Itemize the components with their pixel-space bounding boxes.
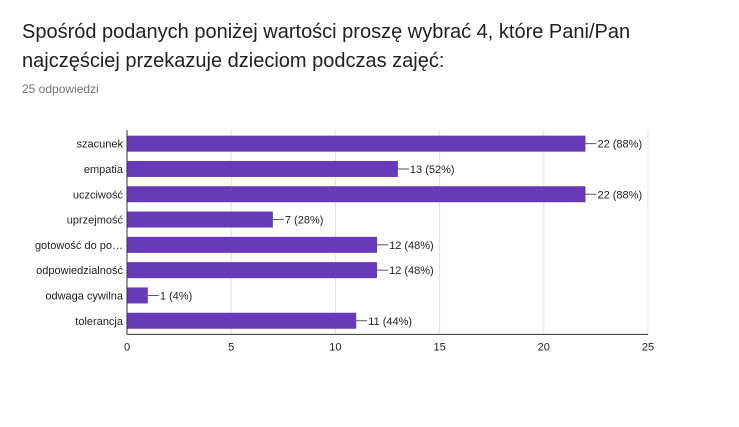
- category-label: empatia: [84, 164, 124, 176]
- category-label: tolerancja: [75, 316, 124, 328]
- question-title: Spośród podanych poniżej wartości proszę…: [22, 21, 631, 72]
- bar: [127, 312, 357, 329]
- data-label: 12 (48%): [389, 240, 434, 252]
- x-tick-label: 20: [538, 341, 550, 353]
- data-label: 1 (4%): [160, 290, 192, 302]
- category-label: uczciwość: [73, 189, 124, 201]
- data-label: 22 (88%): [597, 189, 642, 201]
- bar: [127, 211, 273, 228]
- category-label: uprzejmość: [67, 215, 124, 227]
- data-label: 12 (48%): [389, 265, 434, 277]
- data-label: 22 (88%): [597, 139, 642, 151]
- bar: [127, 262, 378, 279]
- x-tick-label: 15: [433, 341, 445, 353]
- category-label: odpowiedzialność: [36, 265, 123, 277]
- bar: [127, 287, 148, 304]
- x-tick-label: 0: [124, 341, 130, 353]
- bar: [127, 186, 586, 203]
- category-label: gotowość do po…: [35, 240, 123, 252]
- bar: [127, 236, 378, 253]
- x-tick-label: 5: [228, 341, 234, 353]
- x-tick-label: 25: [642, 341, 654, 353]
- data-label: 7 (28%): [285, 215, 324, 227]
- category-label: odwaga cywilna: [45, 290, 124, 302]
- data-label: 11 (44%): [368, 316, 412, 328]
- bar: [127, 160, 398, 177]
- category-label: szacunek: [77, 139, 124, 151]
- x-tick-label: 10: [329, 341, 341, 353]
- data-label: 13 (52%): [410, 164, 455, 176]
- bar: [127, 135, 586, 152]
- response-count: 25 odpowiedzi: [22, 82, 99, 96]
